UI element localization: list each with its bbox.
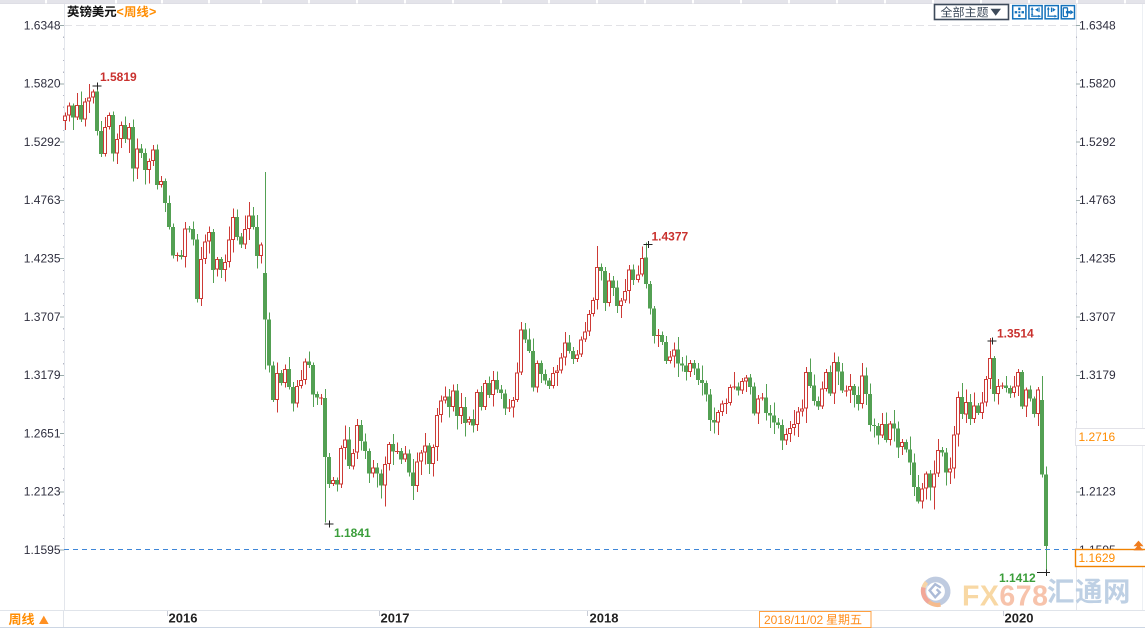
svg-text:1.2123: 1.2123 — [24, 485, 61, 499]
svg-text:1.4235: 1.4235 — [1079, 252, 1116, 266]
svg-text:1.3179: 1.3179 — [1079, 368, 1116, 382]
svg-text:1.2716: 1.2716 — [1079, 430, 1116, 444]
svg-text:1.2651: 1.2651 — [24, 426, 61, 440]
svg-text:2018: 2018 — [590, 611, 619, 626]
svg-text:1.4377: 1.4377 — [652, 229, 689, 243]
svg-text:1.1595: 1.1595 — [24, 543, 61, 557]
svg-text:2020: 2020 — [1005, 611, 1034, 626]
svg-text:1.1412: 1.1412 — [999, 571, 1036, 585]
svg-text:1.3707: 1.3707 — [24, 310, 61, 324]
svg-text:1.5820: 1.5820 — [1079, 77, 1116, 91]
svg-text:1.1629: 1.1629 — [1079, 551, 1116, 565]
svg-text:FX678: FX678 — [962, 581, 1048, 613]
svg-text:1.4235: 1.4235 — [24, 252, 61, 266]
svg-text:>: > — [149, 5, 156, 19]
svg-text:2017: 2017 — [381, 611, 410, 626]
svg-text:1.6348: 1.6348 — [1079, 18, 1116, 32]
svg-text:1.3179: 1.3179 — [24, 368, 61, 382]
svg-text:1.5292: 1.5292 — [24, 135, 61, 149]
svg-text:<: < — [117, 5, 124, 19]
svg-text:2016: 2016 — [169, 611, 198, 626]
svg-text:1.6348: 1.6348 — [24, 18, 61, 32]
svg-text:1.4763: 1.4763 — [1079, 193, 1116, 207]
svg-text:1.3707: 1.3707 — [1079, 310, 1116, 324]
svg-text:1.5819: 1.5819 — [100, 70, 137, 84]
svg-text:2018/11/02: 2018/11/02 — [764, 613, 823, 627]
svg-text:1.3514: 1.3514 — [997, 327, 1034, 341]
svg-text:1.5292: 1.5292 — [1079, 135, 1116, 149]
svg-text:1.5820: 1.5820 — [24, 77, 61, 91]
svg-text:1.2123: 1.2123 — [1079, 485, 1116, 499]
svg-text:1.1841: 1.1841 — [334, 526, 371, 540]
svg-text:1.4763: 1.4763 — [24, 193, 61, 207]
